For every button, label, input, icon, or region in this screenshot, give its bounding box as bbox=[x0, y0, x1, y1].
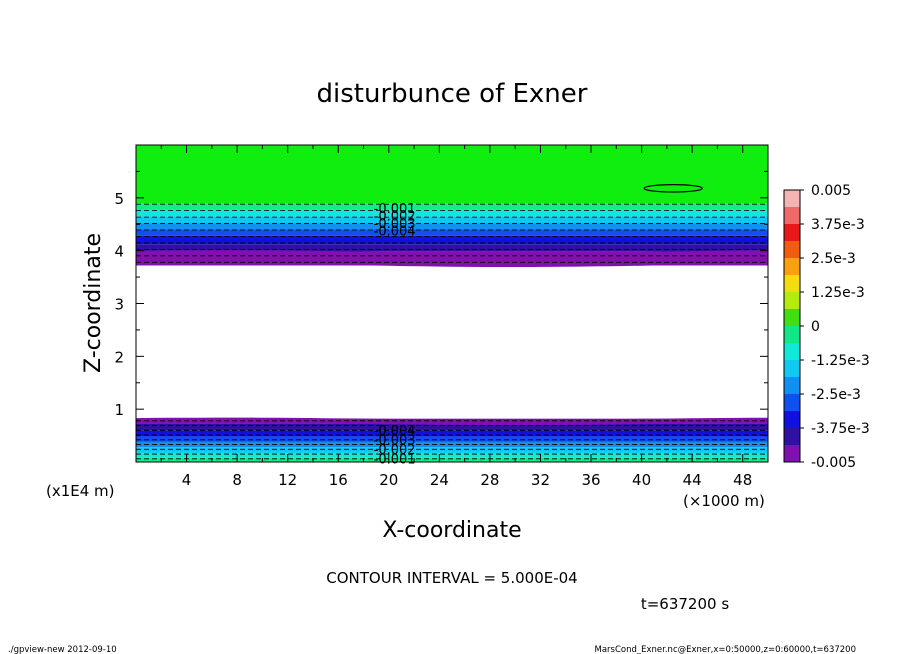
x-tick-label: 12 bbox=[278, 471, 297, 489]
x-tick-label: 40 bbox=[632, 471, 651, 489]
x-tick-label: 36 bbox=[581, 471, 600, 489]
colorbar-label: 1.25e-3 bbox=[811, 285, 865, 301]
x-tick-label: 20 bbox=[379, 471, 398, 489]
colorbar-label: 2.5e-3 bbox=[811, 251, 856, 267]
colorbar-swatch bbox=[784, 275, 800, 293]
lower-band bbox=[136, 457, 768, 462]
colorbar-swatch bbox=[784, 445, 800, 463]
colorbar: 0.005 3.75e-3 2.5e-3 1.25e-3 0 -1.25e-3 -2.5e-… bbox=[783, 183, 870, 471]
colorbar-swatch bbox=[784, 190, 800, 208]
upper-band bbox=[136, 203, 768, 210]
lower-band-edge bbox=[136, 417, 768, 425]
colorbar-swatch bbox=[784, 394, 800, 412]
colorbar-label: 0 bbox=[811, 319, 820, 335]
x-tick-label: 48 bbox=[733, 471, 752, 489]
x-tick-label: 4 bbox=[182, 471, 192, 489]
y-tick-label: 5 bbox=[114, 190, 124, 208]
footer-right-text: MarsCond_Exner.nc@Exner,x=0:50000,z=0:60… bbox=[594, 645, 856, 654]
colorbar-label: -1.25e-3 bbox=[811, 353, 870, 369]
x-tick-label: 32 bbox=[531, 471, 550, 489]
upper-band bbox=[136, 209, 768, 217]
colorbar-swatch bbox=[784, 360, 800, 378]
colorbar-swatch bbox=[784, 428, 800, 446]
y-tick-label: 4 bbox=[114, 243, 124, 261]
x-tick-label: 16 bbox=[329, 471, 348, 489]
plot-area: -0.001-0.002-0.003-0.004-0.004-0.003-0.0… bbox=[136, 145, 768, 468]
colorbar-swatch bbox=[784, 207, 800, 225]
contour-label: -0.003 bbox=[374, 434, 416, 449]
contour-interval-text: CONTOUR INTERVAL = 5.000E-04 bbox=[326, 569, 577, 587]
lower-band bbox=[136, 430, 768, 437]
contour-label: -0.002 bbox=[374, 210, 416, 225]
y-tick-label: 2 bbox=[114, 348, 124, 366]
colorbar-swatch bbox=[784, 241, 800, 259]
colorbar-swatch bbox=[784, 326, 800, 344]
y-unit-label: (x1E4 m) bbox=[46, 482, 115, 500]
colorbar-label: -3.75e-3 bbox=[811, 421, 870, 437]
colorbar-swatch bbox=[784, 411, 800, 429]
x-tick-label: 24 bbox=[430, 471, 449, 489]
time-text: t=637200 s bbox=[641, 595, 729, 613]
colorbar-label: 3.75e-3 bbox=[811, 217, 865, 233]
lower-band bbox=[136, 452, 768, 458]
y-tick-label: 3 bbox=[114, 296, 124, 314]
contour-label: -0.001 bbox=[374, 202, 416, 217]
footer-left-text: ./gpview-new 2012-09-10 bbox=[8, 645, 117, 654]
y-tick-label: 1 bbox=[114, 401, 124, 419]
x-tick-label: 44 bbox=[683, 471, 702, 489]
colorbar-label: -2.5e-3 bbox=[811, 387, 861, 403]
upper-band bbox=[136, 145, 768, 204]
colorbar-swatch bbox=[784, 377, 800, 395]
upper-band bbox=[136, 244, 768, 252]
lower-band bbox=[136, 447, 768, 453]
chart-title: disturbunce of Exner bbox=[317, 79, 588, 109]
contour-label: -0.004 bbox=[374, 225, 416, 240]
colorbar-label: -0.005 bbox=[811, 455, 856, 471]
colorbar-swatch bbox=[784, 292, 800, 310]
y-axis-label: Z-coordinate bbox=[81, 233, 106, 373]
contour-label: -0.003 bbox=[374, 217, 416, 232]
colorbar-swatch bbox=[784, 343, 800, 361]
upper-band-edge bbox=[136, 250, 768, 267]
lower-band bbox=[136, 423, 768, 431]
closed-contour bbox=[643, 184, 703, 193]
upper-band bbox=[136, 229, 768, 236]
upper-band bbox=[136, 235, 768, 245]
upper-band bbox=[136, 216, 768, 224]
x-unit-label: (×1000 m) bbox=[683, 492, 765, 510]
colorbar-swatch bbox=[784, 258, 800, 276]
contour-label: -0.001 bbox=[374, 453, 416, 468]
colorbar-swatch bbox=[784, 224, 800, 242]
upper-band bbox=[136, 223, 768, 230]
x-axis-label: X-coordinate bbox=[382, 518, 521, 543]
colorbar-label: 0.005 bbox=[811, 183, 851, 199]
x-tick-label: 28 bbox=[480, 471, 499, 489]
colorbar-swatch bbox=[784, 309, 800, 327]
x-tick-label: 8 bbox=[232, 471, 242, 489]
lower-band bbox=[136, 436, 768, 442]
contour-label: -0.002 bbox=[374, 443, 416, 458]
contour-label: -0.004 bbox=[374, 424, 416, 439]
